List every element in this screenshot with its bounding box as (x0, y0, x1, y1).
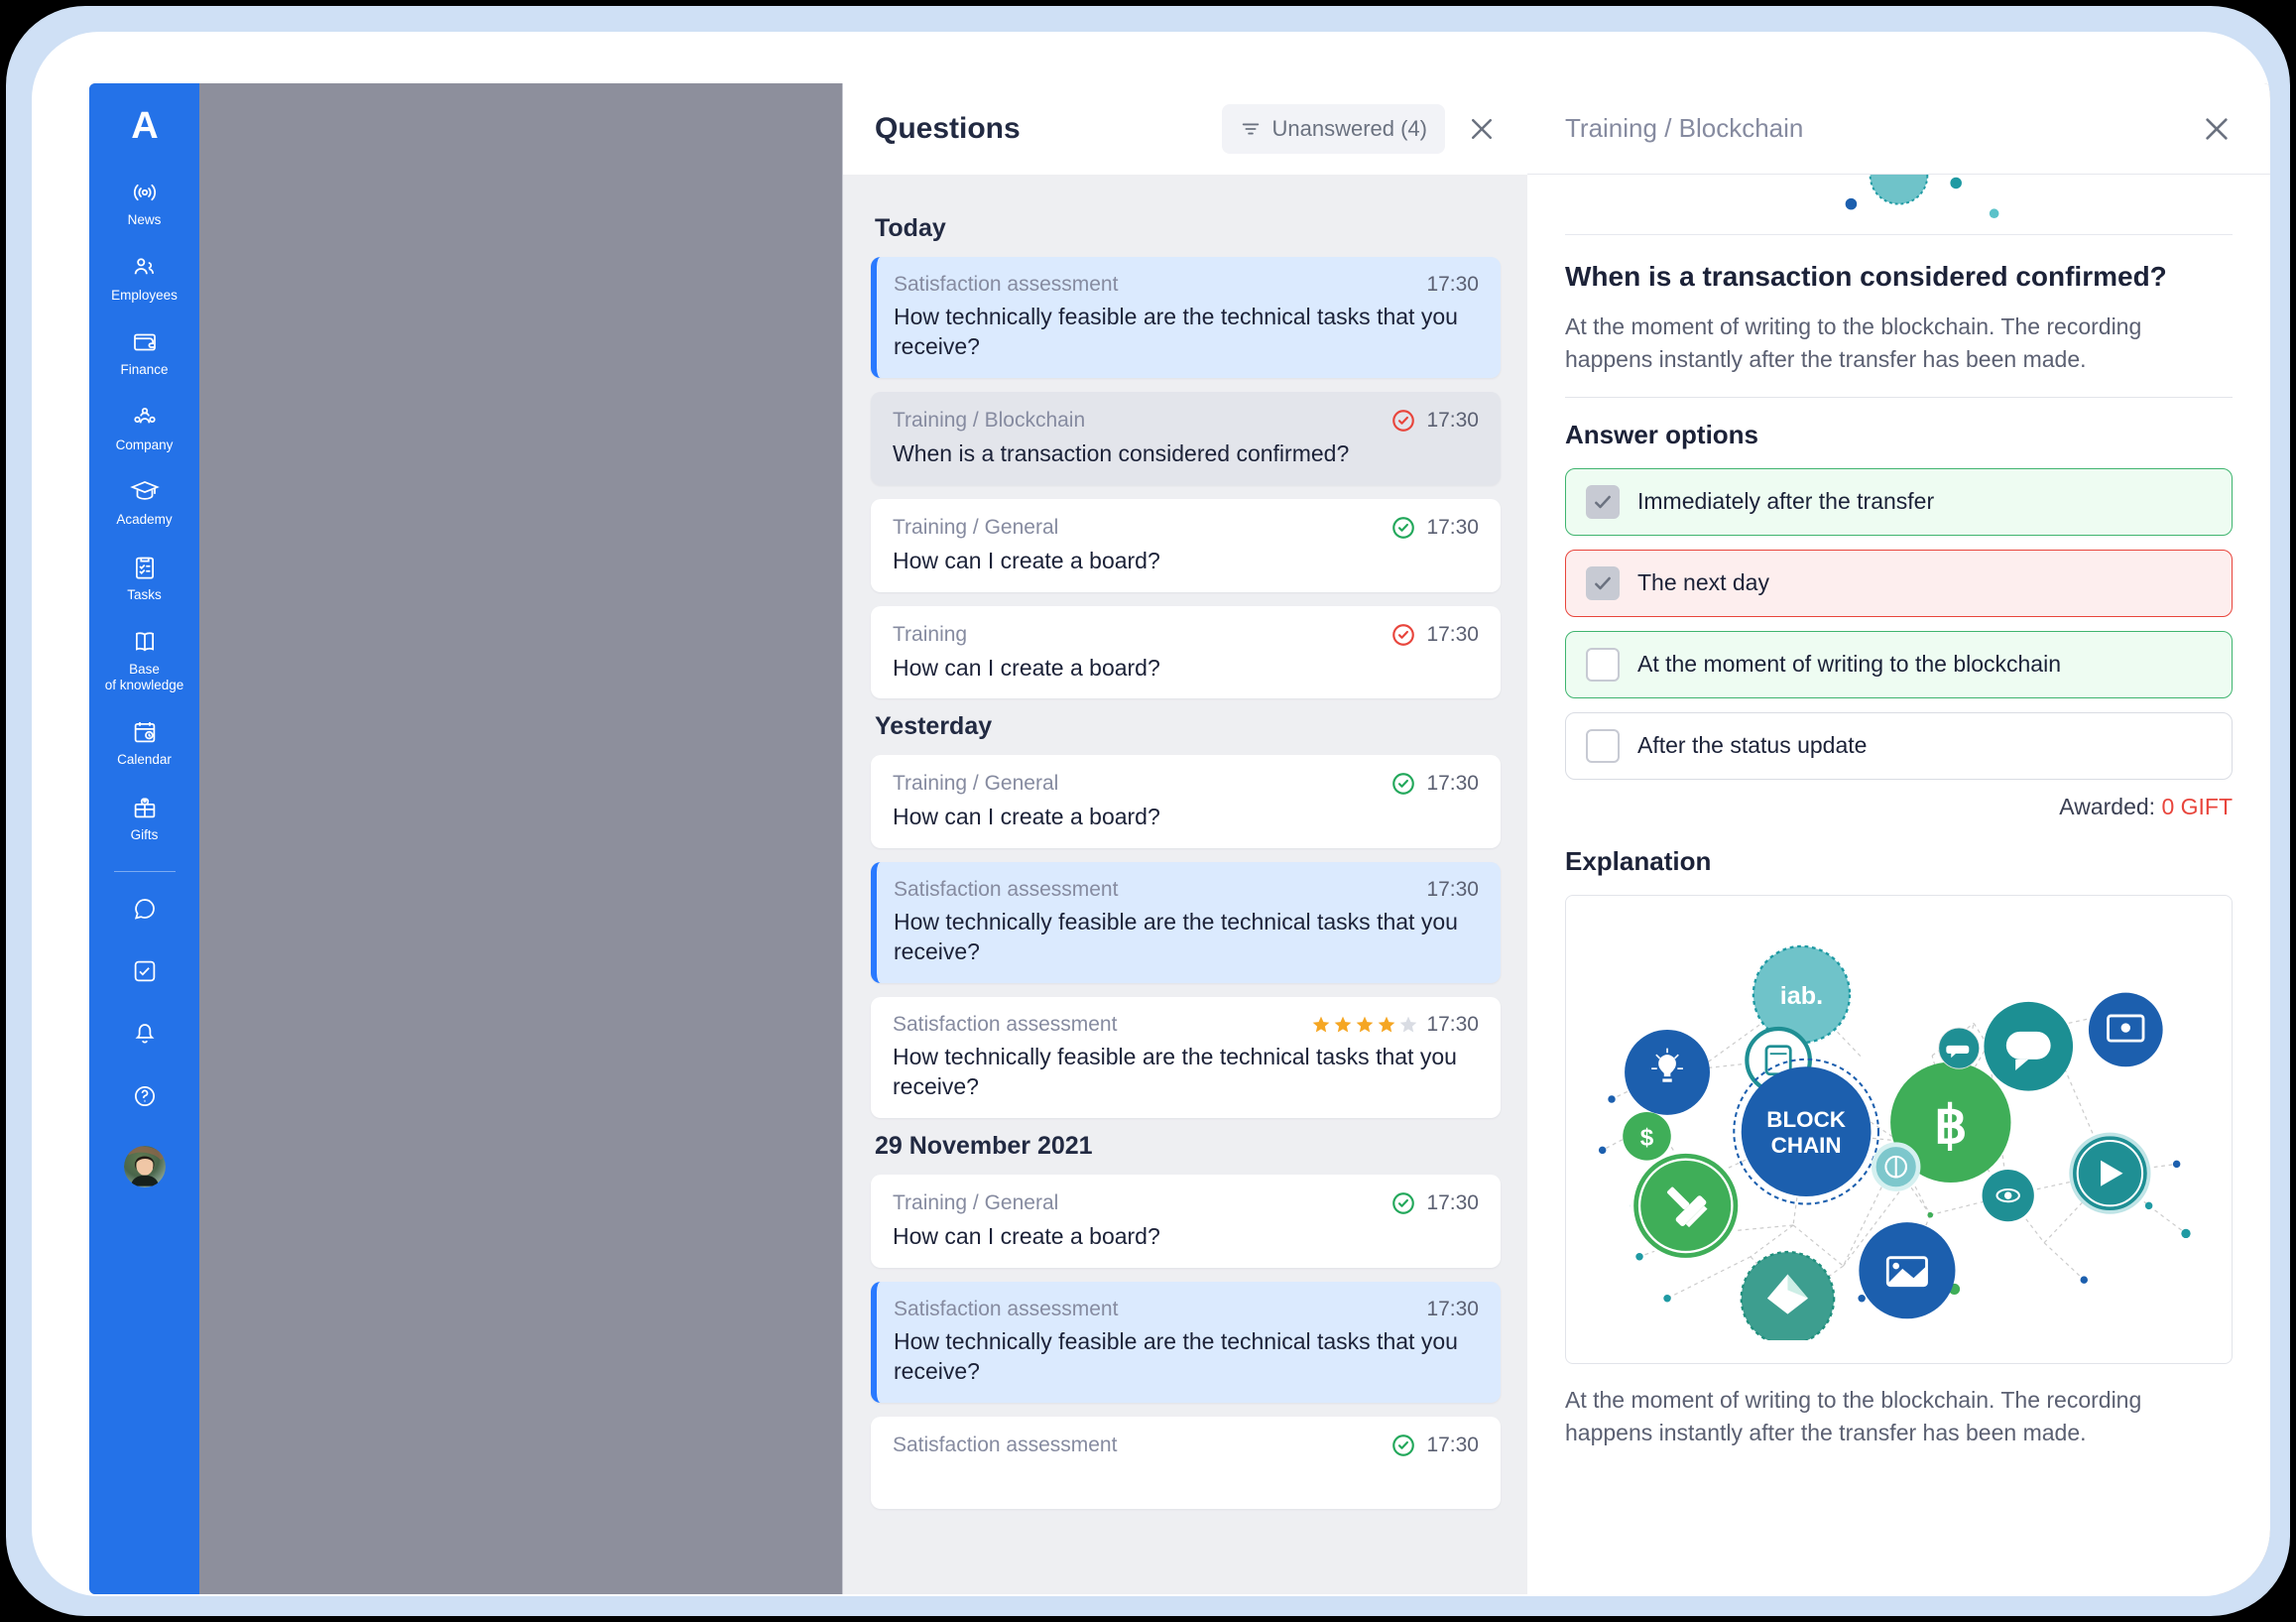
svg-text:BLOCK: BLOCK (1766, 1107, 1846, 1132)
svg-text:CHAIN: CHAIN (1771, 1133, 1842, 1158)
svg-text:iab.: iab. (1780, 981, 1823, 1009)
svg-text:$: $ (1640, 1124, 1654, 1151)
svg-text:฿: ฿ (1934, 1097, 1967, 1155)
